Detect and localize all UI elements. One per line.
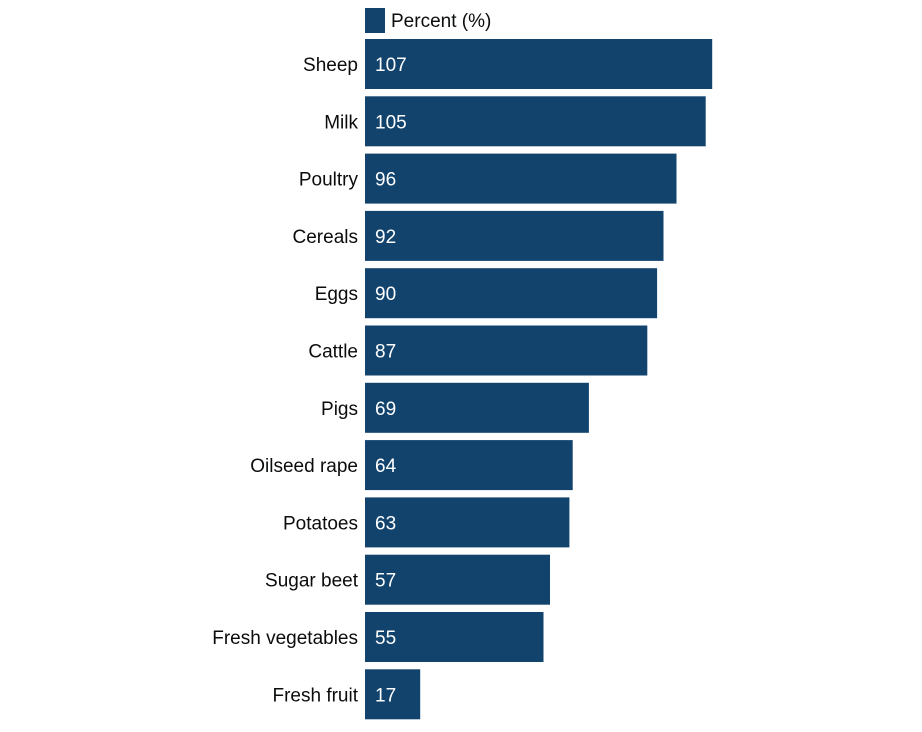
- value-label-potatoes: 63: [375, 513, 396, 534]
- bar-fresh-vegetables: [365, 612, 544, 662]
- bar-cattle: [365, 325, 648, 376]
- category-label-fresh-fruit: Fresh fruit: [272, 685, 358, 706]
- bar-fresh-fruit: [365, 669, 421, 720]
- value-label-fresh-fruit: 17: [375, 685, 396, 706]
- category-label-pigs: Pigs: [321, 399, 358, 420]
- category-label-milk: Milk: [324, 112, 358, 133]
- bar-sheep: [365, 39, 713, 89]
- value-label-milk: 105: [375, 112, 407, 133]
- value-label-eggs: 90: [375, 284, 396, 305]
- value-label-pigs: 69: [375, 399, 396, 420]
- legend-swatch: [365, 8, 385, 33]
- bar-oilseed-rape: [365, 440, 573, 491]
- bar-pigs: [365, 382, 589, 433]
- category-label-poultry: Poultry: [299, 170, 359, 191]
- category-label-oilseed-rape: Oilseed rape: [250, 456, 358, 477]
- legend: Percent (%): [365, 8, 491, 33]
- bar-eggs: [365, 268, 658, 319]
- bar-milk: [365, 96, 706, 147]
- category-label-cereals: Cereals: [293, 227, 358, 248]
- bar-potatoes: [365, 497, 570, 548]
- category-label-fresh-vegetables: Fresh vegetables: [212, 628, 358, 649]
- category-label-eggs: Eggs: [315, 284, 358, 305]
- category-labels: Sheep Milk Poultry Cereals Eggs Cattle Pigs Oil…: [212, 55, 358, 706]
- bar-sugar-beet: [365, 554, 550, 605]
- category-label-cattle: Cattle: [308, 342, 358, 363]
- value-label-cereals: 92: [375, 227, 396, 248]
- value-label-poultry: 96: [375, 170, 396, 191]
- value-labels: 107 105 96 92 90 87 69 64 63 57 55 17: [375, 55, 407, 706]
- category-label-potatoes: Potatoes: [283, 513, 358, 534]
- legend-label: Percent (%): [391, 11, 491, 32]
- category-label-sugar-beet: Sugar beet: [265, 571, 359, 592]
- value-label-cattle: 87: [375, 342, 396, 363]
- value-label-oilseed-rape: 64: [375, 456, 397, 477]
- bar-poultry: [365, 153, 677, 204]
- bar-cereals: [365, 210, 664, 261]
- bars-group: [365, 39, 713, 720]
- category-label-sheep: Sheep: [303, 55, 358, 76]
- value-label-fresh-vegetables: 55: [375, 628, 396, 649]
- value-label-sheep: 107: [375, 55, 407, 76]
- value-label-sugar-beet: 57: [375, 571, 396, 592]
